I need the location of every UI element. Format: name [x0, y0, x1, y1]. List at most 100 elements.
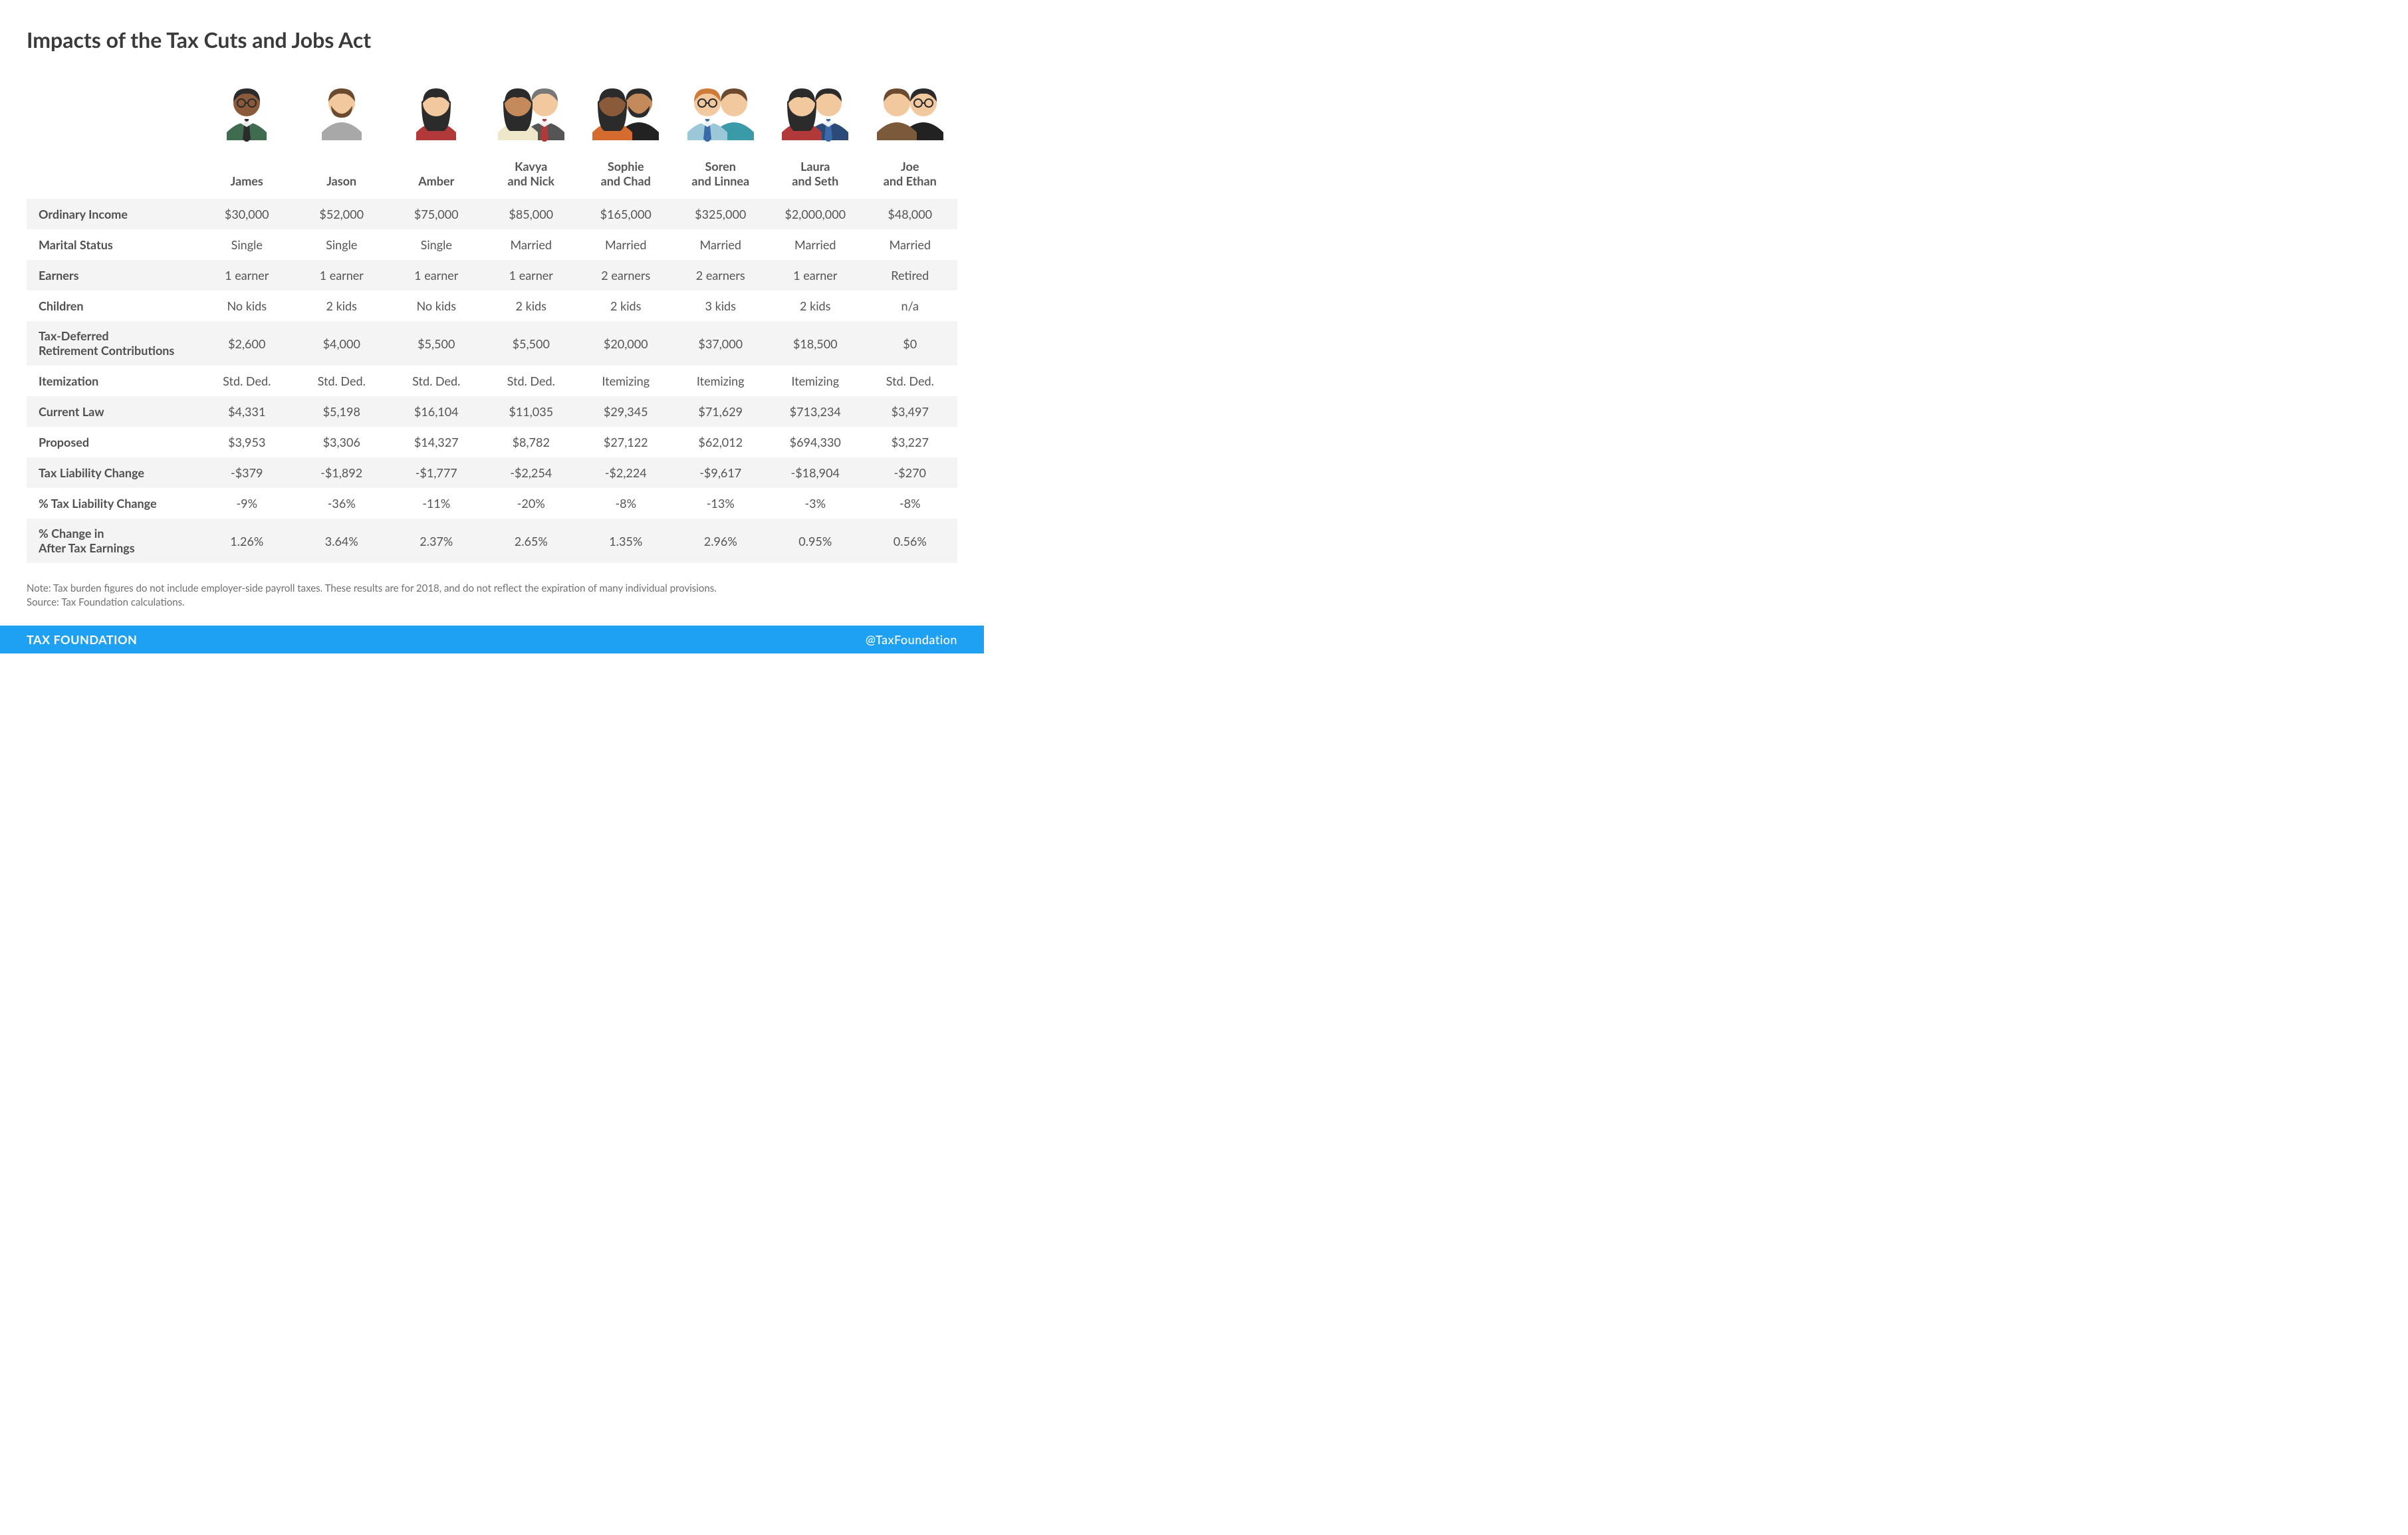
table-cell: $2,600: [199, 321, 295, 366]
column-header: Sorenand Linnea: [673, 152, 769, 199]
table-cell: Std. Ded.: [199, 366, 295, 396]
row-label: Tax Liability Change: [27, 457, 199, 488]
person-name-line-1: Laura: [773, 159, 858, 174]
person-name-line-1: Amber: [394, 174, 479, 188]
table-cell: $16,104: [389, 396, 484, 427]
table-row: Tax-DeferredRetirement Contributions$2,6…: [27, 321, 957, 366]
table-cell: -$9,617: [673, 457, 769, 488]
table-cell: $4,331: [199, 396, 295, 427]
person-name-line-2: and Linnea: [679, 174, 763, 188]
table-cell: $5,500: [484, 321, 579, 366]
table-cell: 2 kids: [484, 291, 579, 321]
row-label: Children: [27, 291, 199, 321]
row-label-line: After Tax Earnings: [39, 541, 194, 556]
table-cell: $5,500: [389, 321, 484, 366]
column-header-row: James Jason Amber Kavyaand Nick Sophieand Ch…: [27, 152, 957, 199]
row-label-line: % Change in: [39, 527, 194, 541]
table-cell: Married: [578, 229, 673, 260]
table-cell: 0.56%: [863, 519, 958, 563]
table-cell: $48,000: [863, 199, 958, 229]
table-cell: 3 kids: [673, 291, 769, 321]
couple-2-icon: [586, 80, 665, 144]
table-cell: Married: [484, 229, 579, 260]
table-cell: 3.64%: [295, 519, 390, 563]
table-cell: -$2,254: [484, 457, 579, 488]
table-cell: -13%: [673, 488, 769, 519]
person-name-line-2: and Chad: [584, 174, 668, 188]
table-cell: 1.26%: [199, 519, 295, 563]
table-cell: Single: [389, 229, 484, 260]
person-name-line-1: Jason: [300, 174, 384, 188]
table-cell: $2,000,000: [768, 199, 863, 229]
couple-1-icon: [491, 80, 571, 144]
table-cell: $3,953: [199, 427, 295, 457]
table-cell: $4,000: [295, 321, 390, 366]
person-name-line-1: James: [205, 174, 289, 188]
table-cell: No kids: [389, 291, 484, 321]
table-cell: -11%: [389, 488, 484, 519]
table-cell: Married: [768, 229, 863, 260]
table-cell: $5,198: [295, 396, 390, 427]
table-cell: $62,012: [673, 427, 769, 457]
table-cell: Std. Ded.: [389, 366, 484, 396]
table-cell: -9%: [199, 488, 295, 519]
table-cell: -$2,224: [578, 457, 673, 488]
table-row: Ordinary Income$30,000$52,000$75,000$85,…: [27, 199, 957, 229]
column-header: Kavyaand Nick: [484, 152, 579, 199]
table-cell: -36%: [295, 488, 390, 519]
column-header: James: [199, 152, 295, 199]
column-header: Jason: [295, 152, 390, 199]
row-label-line: Tax-Deferred: [39, 329, 194, 344]
table-row: Earners1 earner1 earner1 earner1 earner2…: [27, 260, 957, 291]
table-cell: -$379: [199, 457, 295, 488]
table-cell: -$1,892: [295, 457, 390, 488]
table-row: ItemizationStd. Ded.Std. Ded.Std. Ded.St…: [27, 366, 957, 396]
table-cell: Std. Ded.: [484, 366, 579, 396]
table-cell: $30,000: [199, 199, 295, 229]
note-line-1: Note: Tax burden figures do not include …: [27, 582, 717, 594]
table-cell: Retired: [863, 260, 958, 291]
person-name-line-1: Sophie: [584, 159, 668, 174]
footer-handle: @TaxFoundation: [866, 632, 957, 647]
column-header: Joeand Ethan: [863, 152, 958, 199]
row-label: % Tax Liability Change: [27, 488, 199, 519]
row-label: Ordinary Income: [27, 199, 199, 229]
person-name-line-1: Kavya: [489, 159, 574, 174]
person-name-line-2: and Ethan: [868, 174, 953, 188]
table-row: Current Law$4,331$5,198$16,104$11,035$29…: [27, 396, 957, 427]
table-cell: $3,497: [863, 396, 958, 427]
row-label: Proposed: [27, 427, 199, 457]
table-cell: $3,306: [295, 427, 390, 457]
person-avatar: [295, 72, 390, 152]
table-cell: -3%: [768, 488, 863, 519]
person-name-line-2: and Seth: [773, 174, 858, 188]
column-header: Lauraand Seth: [768, 152, 863, 199]
row-label: Current Law: [27, 396, 199, 427]
table-cell: 2 earners: [673, 260, 769, 291]
note-line-2: Source: Tax Foundation calculations.: [27, 596, 185, 608]
table-cell: Std. Ded.: [863, 366, 958, 396]
table-cell: -$18,904: [768, 457, 863, 488]
table-cell: Std. Ded.: [295, 366, 390, 396]
table-cell: n/a: [863, 291, 958, 321]
table-cell: 1.35%: [578, 519, 673, 563]
table-row: Marital StatusSingleSingleSingleMarriedM…: [27, 229, 957, 260]
table-cell: 1 earner: [295, 260, 390, 291]
table-cell: 2.37%: [389, 519, 484, 563]
tax-impact-table: James Jason Amber Kavyaand Nick Sophieand Ch…: [27, 72, 957, 563]
table-cell: $52,000: [295, 199, 390, 229]
table-cell: $11,035: [484, 396, 579, 427]
row-label: % Change inAfter Tax Earnings: [27, 519, 199, 563]
table-cell: $14,327: [389, 427, 484, 457]
table-cell: $325,000: [673, 199, 769, 229]
table-cell: $8,782: [484, 427, 579, 457]
person-name-line-1: Soren: [679, 159, 763, 174]
footnote: Note: Tax burden figures do not include …: [27, 582, 957, 610]
page-title: Impacts of the Tax Cuts and Jobs Act: [27, 27, 957, 53]
single-male-dark-glasses-icon: [220, 80, 273, 144]
person-avatar: [578, 72, 673, 152]
column-header: Amber: [389, 152, 484, 199]
table-cell: -$1,777: [389, 457, 484, 488]
table-cell: 2 kids: [295, 291, 390, 321]
table-row: Proposed$3,953$3,306$14,327$8,782$27,122…: [27, 427, 957, 457]
